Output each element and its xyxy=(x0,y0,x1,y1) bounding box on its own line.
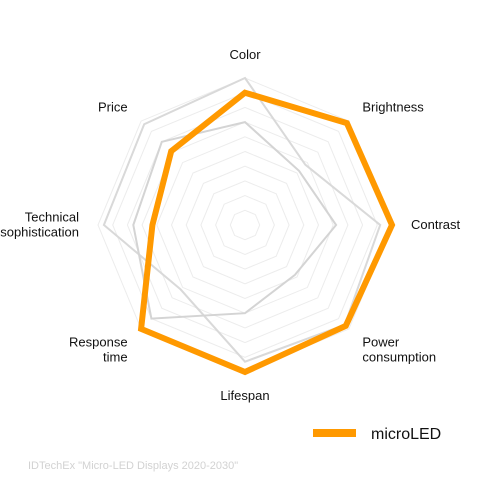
grid-ring-3 xyxy=(200,180,290,270)
legend-label-microled: microLED xyxy=(371,426,441,443)
series-comparison-1-polygon xyxy=(102,76,382,363)
axis-label-response-time: Response time xyxy=(69,334,128,364)
axis-label-price: Price xyxy=(98,100,128,115)
axis-labels: Color Brightness Contrast Power consumption L… xyxy=(0,47,460,403)
grid-ring-8 xyxy=(126,106,364,344)
grid-ring-9 xyxy=(112,92,378,358)
grid-ring-2 xyxy=(215,195,275,255)
grid-ring-4 xyxy=(185,165,305,285)
radar-series-layer xyxy=(102,76,396,376)
axis-label-lifespan: Lifespan xyxy=(220,388,269,403)
axis-label-brightness: Brightness xyxy=(362,100,424,115)
grid-ring-6 xyxy=(156,136,334,314)
source-note: IDTechEx "Micro-LED Displays 2020-2030" xyxy=(28,460,239,472)
grid-ring-1 xyxy=(229,209,261,241)
axis-label-contrast: Contrast xyxy=(411,217,461,232)
series-microled-polygon xyxy=(137,89,396,376)
grid-ring-5 xyxy=(170,150,320,300)
series-comparison-2-polygon xyxy=(132,121,338,320)
legend: microLED xyxy=(313,426,441,443)
axis-label-power-consumption: Power consumption xyxy=(362,334,436,364)
axis-label-color: Color xyxy=(229,47,261,62)
axis-label-technical-sophistication: Technical sophistication xyxy=(0,210,79,240)
